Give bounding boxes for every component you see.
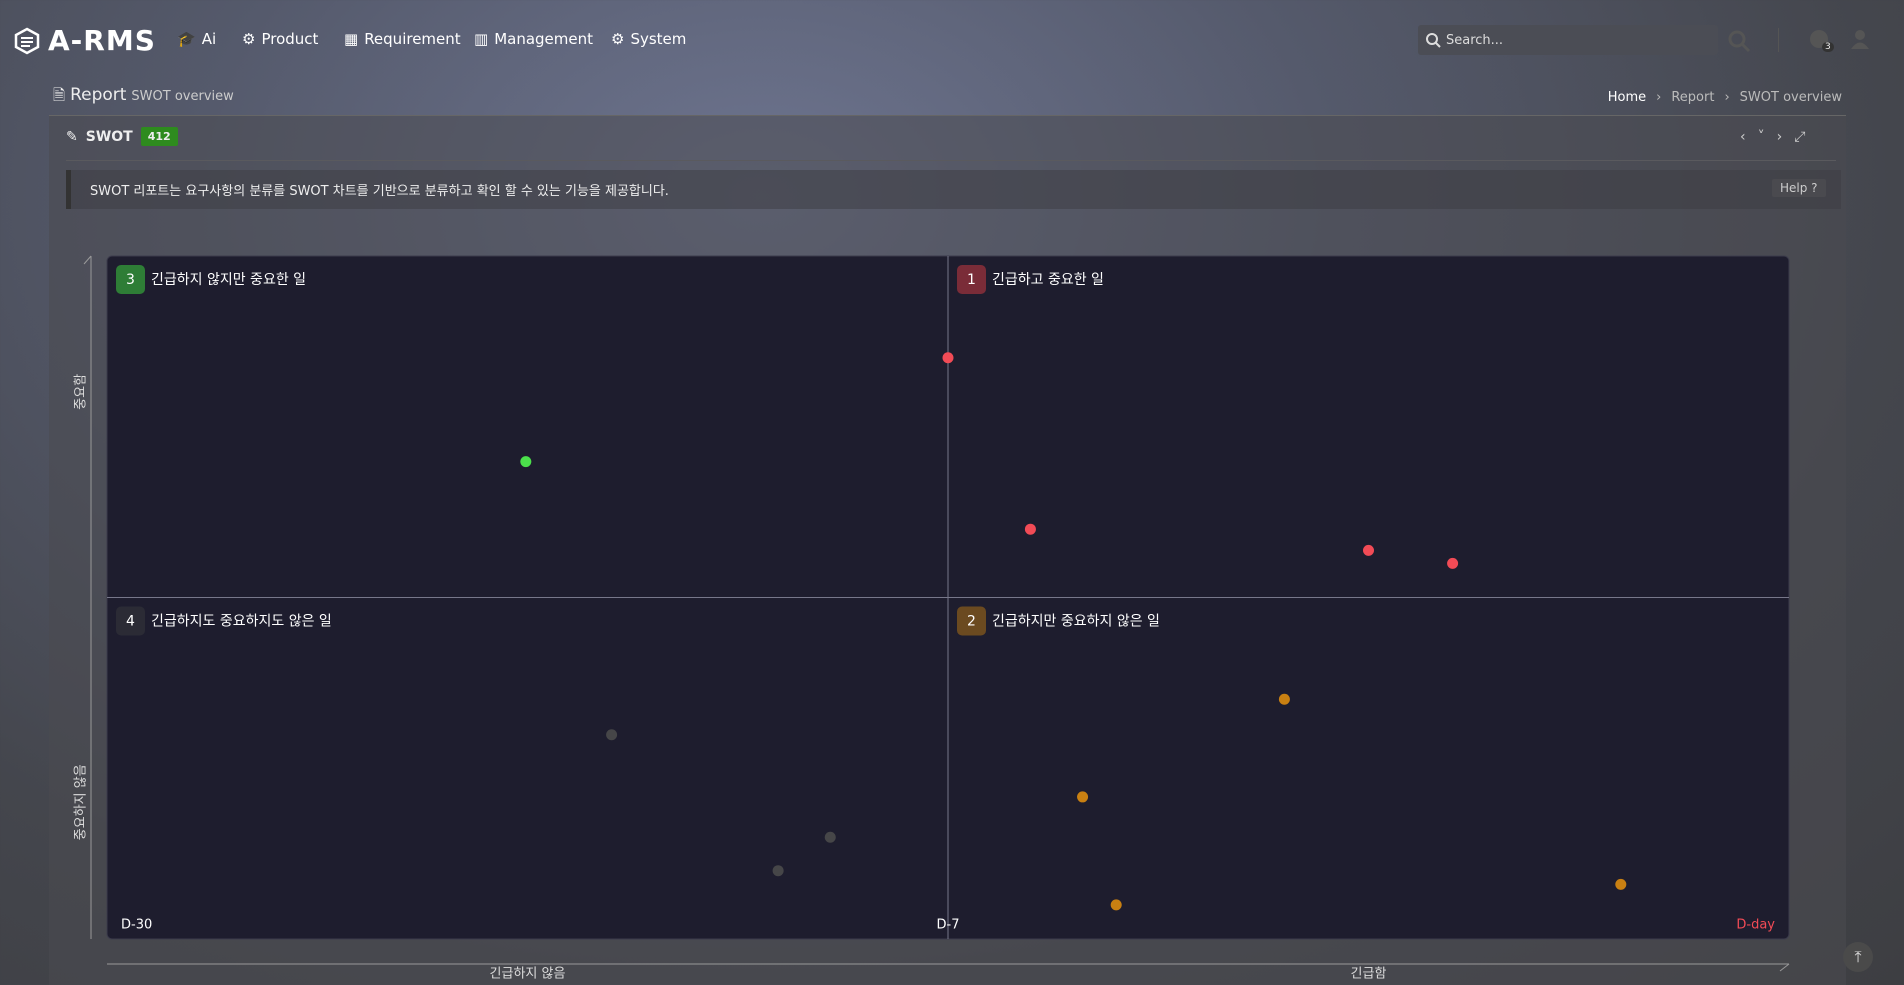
quadrant-badge	[957, 606, 986, 636]
quadrant-number: 2	[967, 614, 976, 630]
point	[772, 865, 784, 877]
nav-item[interactable]: ⚙ Product	[242, 30, 319, 48]
quadrant-number: 1	[967, 272, 976, 288]
crumb: SWOT overview	[1739, 90, 1842, 105]
scroll-top[interactable]: ⤒	[1843, 942, 1873, 972]
nav-item[interactable]: 🎓 Ai	[177, 30, 217, 48]
nav-item[interactable]: ▥ Management	[474, 30, 593, 48]
count-badge: 412	[140, 127, 178, 146]
point	[1615, 878, 1627, 890]
crumb[interactable]: Home	[1607, 90, 1647, 105]
y-axis-arrow	[83, 255, 92, 265]
title: Report	[70, 85, 127, 105]
quadrant-name: 긴급하지만 중요하지 않은 일	[992, 614, 1160, 630]
quadrant-badge	[116, 606, 145, 636]
x-tick-label: D-day	[1736, 918, 1775, 933]
point	[1077, 791, 1089, 803]
point	[1363, 544, 1374, 556]
quadrant-name: 긴급하지도 중요하지도 않은 일	[151, 614, 332, 630]
y-axis-label: 중요함	[74, 374, 89, 410]
y-axis-label: 중요하지 않음	[74, 764, 89, 840]
separator	[66, 160, 1836, 161]
panel-header: ✎ SWOT 412	[66, 127, 178, 146]
user-icon[interactable]	[1850, 28, 1870, 50]
panel-title: SWOT	[85, 128, 133, 145]
description-text: SWOT 리포트는 요구사항의 분류를 SWOT 차트를 기반으로 분류하고 확…	[90, 184, 669, 199]
search-box[interactable]: Search...	[1418, 25, 1718, 55]
panel-controls[interactable]: ‹˅›⤢	[1740, 129, 1818, 145]
x-tick-label: D-30	[121, 918, 152, 933]
point	[1110, 899, 1122, 911]
page-title: 🗎 Report SWOT overview	[53, 85, 234, 105]
quadrant-number: 3	[126, 272, 135, 288]
point	[1024, 523, 1036, 535]
search-button[interactable]	[1726, 28, 1752, 54]
point	[520, 456, 532, 468]
nav-label: Requirement	[364, 30, 461, 48]
nav-label: Product	[261, 30, 319, 48]
point	[824, 831, 836, 843]
point	[942, 352, 954, 364]
x-axis-label: 긴급함	[1351, 967, 1387, 982]
point	[1278, 693, 1290, 705]
x-axis-arrow	[1779, 963, 1790, 972]
quadrant-name: 긴급하지 않지만 중요한 일	[151, 272, 306, 288]
nav-item[interactable]: ⚙ System	[611, 30, 687, 48]
nav-item[interactable]: ▦ Requirement	[344, 30, 461, 48]
crumb[interactable]: Report	[1671, 90, 1715, 105]
logo-text: A-RMS	[48, 24, 156, 57]
logo[interactable]: A-RMS	[14, 24, 156, 57]
x-tick-label: D-7	[937, 918, 960, 933]
subtitle: SWOT overview	[131, 89, 234, 104]
point	[606, 729, 618, 741]
help-button[interactable]: Help ?	[1772, 179, 1826, 197]
nav-label: Ai	[201, 30, 217, 48]
quadrant-number: 4	[126, 614, 135, 630]
search-placeholder: Search...	[1446, 32, 1504, 48]
help-label: Help	[1780, 181, 1808, 195]
divider	[1778, 28, 1779, 52]
breadcrumb: Home › Report › SWOT overview	[1607, 90, 1842, 105]
quadrant-badge	[116, 265, 145, 294]
notification-count: 3	[1822, 42, 1834, 52]
nav-label: System	[630, 30, 687, 48]
point	[1447, 557, 1459, 569]
notifications[interactable]: 3	[1808, 28, 1842, 58]
logo-icon	[14, 27, 40, 54]
description: SWOT 리포트는 요구사항의 분류를 SWOT 차트를 기반으로 분류하고 확…	[66, 170, 1841, 209]
search-icon	[1426, 33, 1441, 48]
nav-label: Management	[494, 30, 593, 48]
quadrant-name: 긴급하고 중요한 일	[992, 272, 1104, 288]
quadrant-badge	[957, 265, 986, 294]
x-axis-label: 긴급하지 않음	[490, 967, 566, 982]
